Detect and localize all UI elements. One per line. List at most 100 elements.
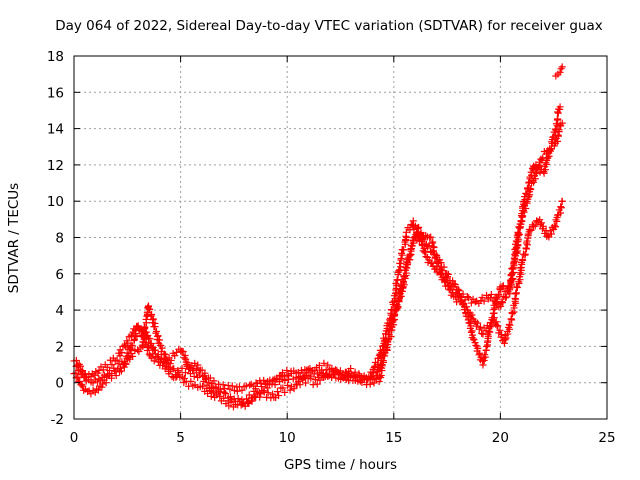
data-point xyxy=(227,398,235,406)
data-point xyxy=(228,382,236,390)
data-point xyxy=(142,319,150,327)
data-point xyxy=(281,388,289,396)
data-point xyxy=(521,250,529,258)
data-point xyxy=(521,196,529,204)
data-point xyxy=(552,126,560,134)
data-point xyxy=(493,295,501,303)
data-point xyxy=(313,380,321,388)
data-point xyxy=(513,233,521,241)
data-point xyxy=(370,379,378,387)
data-point xyxy=(206,374,214,382)
y-tick-label: 2 xyxy=(55,339,64,355)
data-point xyxy=(275,392,283,400)
data-point xyxy=(154,332,162,340)
data-point xyxy=(516,223,524,231)
data-point xyxy=(471,298,479,306)
data-point xyxy=(176,371,184,379)
data-point xyxy=(558,197,566,205)
data-point xyxy=(108,361,116,369)
data-point xyxy=(122,360,130,368)
data-point xyxy=(187,377,195,385)
data-point xyxy=(486,323,494,331)
data-point xyxy=(222,390,230,398)
data-point xyxy=(531,222,539,230)
data-point xyxy=(554,132,562,140)
data-point xyxy=(502,334,510,342)
data-point xyxy=(225,402,233,410)
data-point xyxy=(158,344,166,352)
data-point xyxy=(504,330,512,338)
data-point xyxy=(246,381,254,389)
data-point xyxy=(406,251,414,259)
data-point xyxy=(154,351,162,359)
data-point xyxy=(81,373,89,381)
data-point xyxy=(216,385,224,393)
data-point xyxy=(513,289,521,297)
data-point xyxy=(128,342,136,350)
data-point xyxy=(269,390,277,398)
data-point xyxy=(455,290,463,298)
data-point xyxy=(94,386,102,394)
data-point xyxy=(425,242,433,250)
data-point xyxy=(510,304,518,312)
data-point xyxy=(133,333,141,341)
grid-lines xyxy=(74,56,607,419)
data-point xyxy=(440,263,448,271)
data-point xyxy=(256,393,264,401)
data-point xyxy=(210,377,218,385)
data-point xyxy=(112,367,120,375)
data-point xyxy=(536,168,544,176)
data-point xyxy=(484,332,492,340)
data-point xyxy=(167,366,175,374)
data-point xyxy=(487,322,495,330)
data-point xyxy=(395,267,403,275)
data-point xyxy=(422,253,430,261)
data-point xyxy=(515,279,523,287)
data-point xyxy=(94,378,102,386)
data-point xyxy=(468,311,476,319)
data-point xyxy=(556,68,564,76)
data-point xyxy=(506,286,514,294)
data-point xyxy=(444,282,452,290)
data-point xyxy=(365,373,373,381)
data-point xyxy=(400,246,408,254)
data-point xyxy=(449,289,457,297)
data-point xyxy=(201,375,209,383)
data-point xyxy=(489,316,497,324)
data-point xyxy=(369,369,377,377)
data-point xyxy=(279,384,287,392)
data-point xyxy=(174,366,182,374)
data-point xyxy=(148,310,156,318)
data-point xyxy=(430,244,438,252)
data-point xyxy=(494,322,502,330)
data-point xyxy=(162,351,170,359)
data-points xyxy=(70,63,566,411)
data-point xyxy=(510,261,518,269)
data-point xyxy=(199,382,207,390)
data-point xyxy=(76,366,84,374)
data-point xyxy=(508,265,516,273)
data-point xyxy=(403,264,411,272)
data-point xyxy=(523,190,531,198)
data-point xyxy=(558,119,566,127)
x-axis-label: GPS time / hours xyxy=(283,457,398,473)
data-point xyxy=(478,329,486,337)
data-point xyxy=(444,270,452,278)
data-point xyxy=(547,145,555,153)
data-point xyxy=(238,386,246,394)
data-point xyxy=(143,346,151,354)
data-point xyxy=(500,339,508,347)
data-point xyxy=(116,364,124,372)
data-point xyxy=(498,283,506,291)
data-point xyxy=(216,392,224,400)
data-point xyxy=(151,346,159,354)
data-point xyxy=(516,276,524,284)
data-point xyxy=(281,376,289,384)
data-point xyxy=(382,341,390,349)
data-point xyxy=(506,321,514,329)
data-point xyxy=(163,363,171,371)
data-point xyxy=(75,366,83,374)
data-point xyxy=(558,63,566,71)
data-point xyxy=(524,232,532,240)
data-point xyxy=(296,381,304,389)
